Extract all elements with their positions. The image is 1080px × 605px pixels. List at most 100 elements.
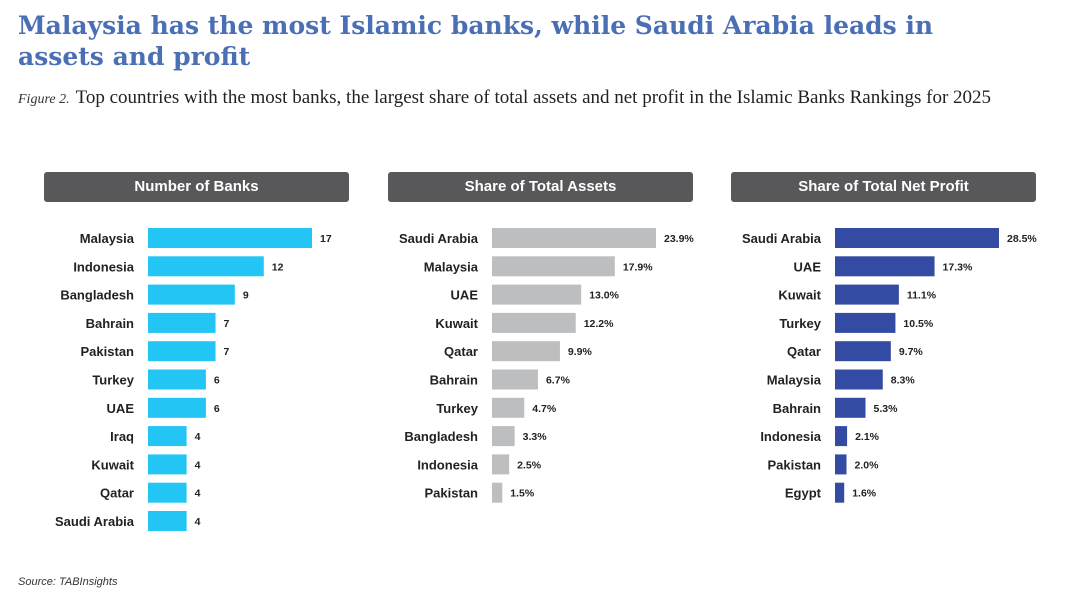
chart-1-kuwait-category-label: Kuwait (91, 457, 134, 472)
chart-1-qatar-value-label: 4 (195, 488, 201, 500)
chart-3-indonesia-category-label: Indonesia (760, 429, 821, 444)
chart-2-indonesia-value-label: 2.5% (517, 459, 542, 471)
chart-2-turkey-bar (492, 397, 525, 418)
chart-3-qatar-value-label: 9.7% (899, 346, 924, 358)
panel-header-share-of-net-profit: Share of Total Net Profit (731, 172, 1036, 202)
chart-1-saudi-arabia-bar (148, 511, 187, 531)
chart-3-uae-value-label: 17.3% (943, 261, 973, 273)
chart-2-pakistan-bar (492, 482, 503, 503)
chart-2-saudi-arabia-value-label: 23.9% (664, 233, 694, 245)
chart-3-bahrain-category-label: Bahrain (773, 401, 821, 416)
chart-3-turkey-bar (835, 312, 896, 333)
chart-3-indonesia-bar (835, 426, 848, 447)
chart-3-saudi-arabia-category-label: Saudi Arabia (742, 231, 822, 246)
chart-3-turkey-category-label: Turkey (779, 316, 821, 331)
chart-1-uae-value-label: 6 (214, 403, 220, 415)
chart-1-pakistan-bar (148, 341, 216, 362)
chart-1-iraq-value-label: 4 (195, 431, 201, 443)
chart-2-kuwait-value-label: 12.2% (584, 318, 614, 330)
chart-2-bahrain-bar (492, 369, 538, 390)
chart-3-uae-category-label: UAE (794, 259, 822, 274)
chart-2-pakistan-category-label: Pakistan (425, 486, 479, 501)
chart-3-egypt-category-label: Egypt (785, 486, 822, 501)
chart-1-indonesia-bar (148, 256, 264, 277)
chart-2-bahrain-category-label: Bahrain (430, 373, 478, 388)
chart-2-indonesia-category-label: Indonesia (417, 457, 478, 472)
chart-1-bangladesh-bar (148, 284, 235, 305)
chart-3-kuwait-bar (835, 284, 899, 305)
chart-2-kuwait-category-label: Kuwait (435, 316, 478, 331)
caption-text: Top countries with the most banks, the l… (75, 87, 992, 108)
chart-3-malaysia-bar (835, 369, 883, 390)
chart-2-qatar-bar (492, 341, 560, 362)
chart-2-qatar-category-label: Qatar (444, 344, 478, 359)
chart-3-egypt-value-label: 1.6% (852, 488, 877, 500)
chart-3-saudi-arabia-bar (835, 228, 999, 248)
chart-3-egypt-bar (835, 482, 845, 503)
chart-2-pakistan-value-label: 1.5% (510, 488, 535, 500)
chart-3-kuwait-value-label: 11.1% (907, 290, 937, 302)
chart-1-qatar-bar (148, 482, 187, 503)
chart-1-kuwait-value-label: 4 (195, 459, 201, 471)
panel-share-of-assets: Share of Total Assets Saudi Arabia 23.9% M… (388, 172, 694, 537)
chart-2-qatar-value-label: 9.9% (568, 346, 593, 358)
chart-1-uae-category-label: UAE (107, 401, 135, 416)
chart-3-indonesia-value-label: 2.1% (855, 431, 880, 443)
chart-1-malaysia-value-label: 17 (320, 233, 332, 245)
panel-number-of-banks: Number of Banks Malaysia 17 Indonesia 12 Ban… (44, 172, 349, 537)
chart-1-bahrain-value-label: 7 (224, 318, 230, 330)
chart-3-kuwait-category-label: Kuwait (778, 288, 821, 303)
chart-1-bahrain-category-label: Bahrain (86, 316, 134, 331)
chart-2-turkey-category-label: Turkey (436, 401, 478, 416)
chart-2-uae-value-label: 13.0% (589, 290, 619, 302)
chart-1-turkey-category-label: Turkey (92, 373, 134, 388)
chart-3-saudi-arabia-value-label: 28.5% (1007, 233, 1037, 245)
chart-1-iraq-bar (148, 426, 187, 447)
chart-1-bangladesh-category-label: Bangladesh (60, 288, 134, 303)
chart-1-saudi-arabia-category-label: Saudi Arabia (55, 514, 135, 529)
chart-2-bangladesh-category-label: Bangladesh (404, 429, 478, 444)
figure-label: Figure 2. (18, 92, 70, 107)
page-title: Malaysia has the most Islamic banks, whi… (18, 11, 934, 71)
chart-2-bangladesh-bar (492, 426, 515, 447)
chart-1-pakistan-value-label: 7 (224, 346, 230, 358)
chart-1-malaysia-category-label: Malaysia (80, 231, 135, 246)
chart-3-qatar-bar (835, 341, 891, 362)
chart-number-of-banks: Malaysia 17 Indonesia 12 Bangladesh 9 Bahrain 7… (55, 228, 332, 531)
panel-share-of-net-profit: Share of Total Net Profit Saudi Arabia 28… (731, 172, 1037, 537)
chart-1-malaysia-bar (148, 228, 312, 248)
chart-2-saudi-arabia-bar (492, 228, 656, 248)
chart-1-kuwait-bar (148, 454, 187, 475)
chart-1-pakistan-category-label: Pakistan (81, 344, 135, 359)
chart-1-iraq-category-label: Iraq (110, 429, 134, 444)
chart-1-turkey-bar (148, 369, 206, 390)
chart-2-bahrain-value-label: 6.7% (546, 375, 571, 387)
chart-1-saudi-arabia-value-label: 4 (195, 516, 201, 528)
chart-share-of-net-profit: Saudi Arabia 28.5% UAE 17.3% Kuwait 11.1% Turk… (742, 228, 1037, 503)
chart-1-indonesia-category-label: Indonesia (73, 259, 134, 274)
chart-3-bahrain-bar (835, 397, 866, 418)
chart-2-kuwait-bar (492, 312, 576, 333)
panel-header-share-of-assets: Share of Total Assets (388, 172, 693, 202)
chart-1-turkey-value-label: 6 (214, 375, 220, 387)
chart-1-uae-bar (148, 397, 206, 418)
chart-3-uae-bar (835, 256, 935, 277)
chart-2-malaysia-bar (492, 256, 615, 277)
chart-3-malaysia-category-label: Malaysia (767, 373, 822, 388)
figure-caption: Figure 2. Top countries with the most ban… (18, 86, 1058, 111)
source-note: Source: TABInsights (18, 576, 118, 588)
panel-header-number-of-banks: Number of Banks (44, 172, 349, 202)
chart-3-qatar-category-label: Qatar (787, 344, 821, 359)
chart-2-turkey-value-label: 4.7% (532, 403, 557, 415)
chart-share-of-assets: Saudi Arabia 23.9% Malaysia 17.9% UAE 13.0% Ku… (399, 228, 694, 503)
chart-3-turkey-value-label: 10.5% (903, 318, 933, 330)
chart-2-indonesia-bar (492, 454, 510, 475)
chart-3-pakistan-category-label: Pakistan (768, 457, 822, 472)
chart-2-bangladesh-value-label: 3.3% (523, 431, 548, 443)
chart-2-saudi-arabia-category-label: Saudi Arabia (399, 231, 479, 246)
chart-3-bahrain-value-label: 5.3% (873, 403, 898, 415)
chart-1-bahrain-bar (148, 312, 216, 333)
chart-2-uae-bar (492, 284, 582, 305)
chart-3-malaysia-value-label: 8.3% (891, 375, 916, 387)
chart-2-malaysia-category-label: Malaysia (424, 259, 479, 274)
